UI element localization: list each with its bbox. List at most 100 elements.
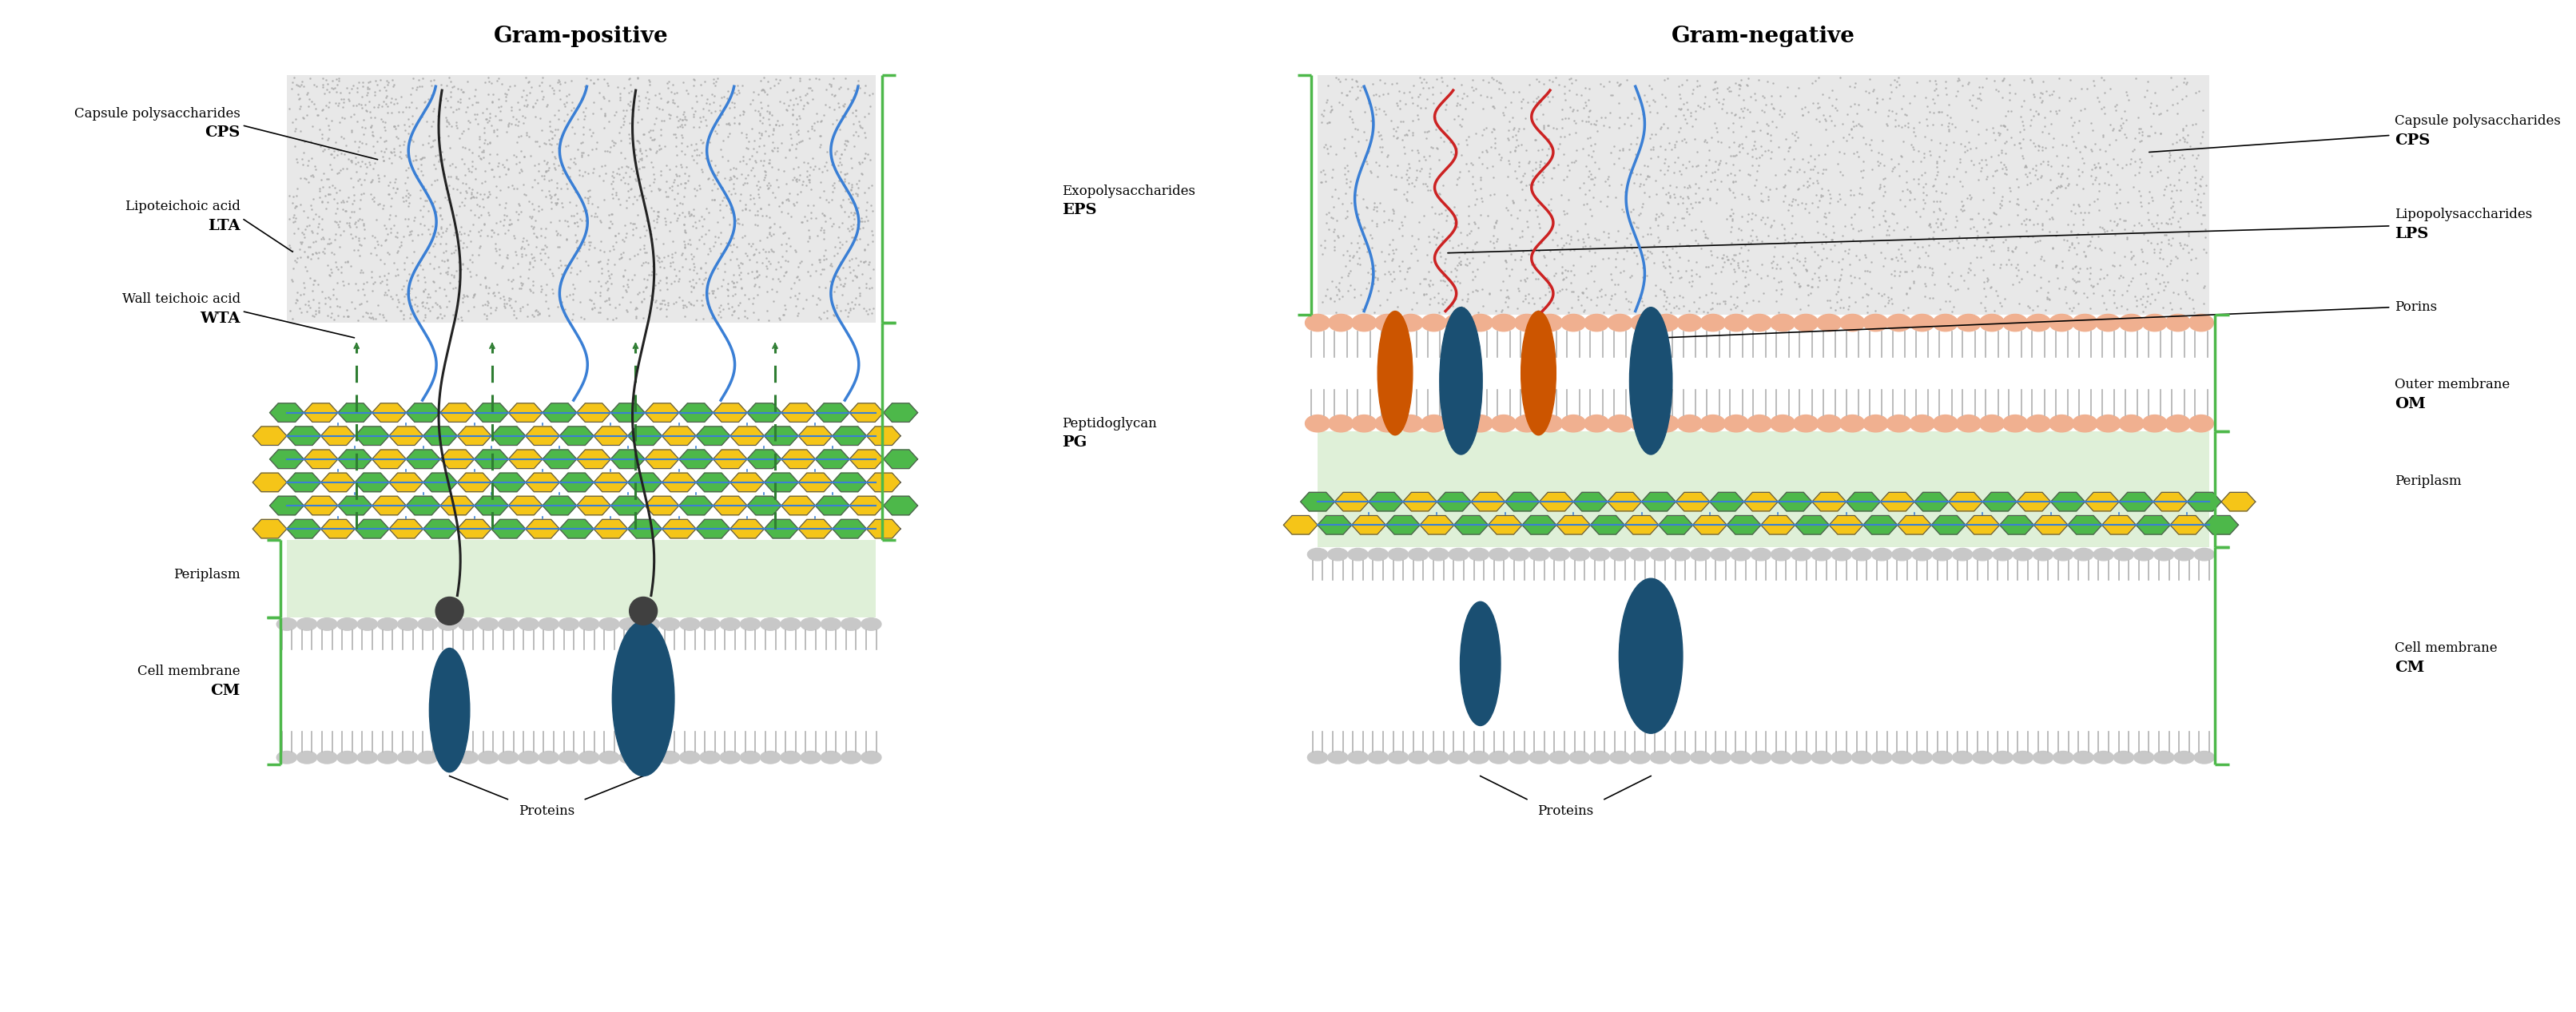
Polygon shape — [355, 426, 389, 445]
Ellipse shape — [1352, 415, 1376, 432]
Text: Exopolysaccharides: Exopolysaccharides — [1061, 184, 1195, 197]
Ellipse shape — [1669, 751, 1690, 764]
Polygon shape — [2136, 515, 2169, 534]
Ellipse shape — [1515, 415, 1540, 432]
Ellipse shape — [1492, 415, 1517, 432]
Ellipse shape — [1631, 751, 1651, 764]
Ellipse shape — [1793, 315, 1819, 331]
Text: LTA: LTA — [209, 219, 240, 233]
Ellipse shape — [2025, 415, 2050, 432]
Ellipse shape — [1873, 751, 1891, 764]
Ellipse shape — [1352, 315, 1376, 331]
Polygon shape — [866, 426, 902, 445]
Ellipse shape — [2120, 315, 2143, 331]
Ellipse shape — [1839, 415, 1865, 432]
Ellipse shape — [2002, 315, 2027, 331]
Circle shape — [435, 597, 464, 625]
Ellipse shape — [1306, 315, 1329, 331]
Ellipse shape — [1862, 315, 1888, 331]
Ellipse shape — [1584, 415, 1610, 432]
Ellipse shape — [1772, 549, 1790, 561]
Ellipse shape — [1422, 315, 1445, 331]
Polygon shape — [322, 426, 355, 445]
Ellipse shape — [2025, 315, 2050, 331]
Ellipse shape — [1690, 549, 1710, 561]
Polygon shape — [714, 449, 747, 469]
Polygon shape — [286, 519, 322, 538]
Ellipse shape — [1561, 315, 1587, 331]
Polygon shape — [644, 496, 680, 515]
Polygon shape — [696, 426, 729, 445]
Text: Periplasm: Periplasm — [173, 568, 240, 581]
Ellipse shape — [2074, 751, 2094, 764]
Ellipse shape — [397, 751, 417, 764]
Polygon shape — [629, 473, 662, 492]
Text: CPS: CPS — [2396, 134, 2429, 148]
Ellipse shape — [459, 618, 479, 630]
Text: Periplasm: Periplasm — [2396, 475, 2463, 489]
Polygon shape — [1589, 515, 1625, 534]
Polygon shape — [1316, 515, 1352, 534]
Ellipse shape — [1839, 315, 1865, 331]
Ellipse shape — [1793, 415, 1819, 432]
Ellipse shape — [2097, 415, 2120, 432]
Ellipse shape — [680, 618, 701, 630]
Ellipse shape — [1515, 315, 1540, 331]
Ellipse shape — [2120, 415, 2143, 432]
Ellipse shape — [1747, 415, 1772, 432]
Polygon shape — [407, 449, 440, 469]
Ellipse shape — [538, 618, 559, 630]
Ellipse shape — [1309, 549, 1327, 561]
Ellipse shape — [1873, 549, 1891, 561]
Polygon shape — [747, 449, 781, 469]
Ellipse shape — [1569, 751, 1589, 764]
Ellipse shape — [459, 751, 479, 764]
Polygon shape — [507, 496, 544, 515]
Polygon shape — [662, 426, 696, 445]
Polygon shape — [2221, 493, 2257, 511]
Ellipse shape — [2112, 549, 2133, 561]
Polygon shape — [304, 449, 337, 469]
Ellipse shape — [2112, 751, 2133, 764]
Polygon shape — [2169, 515, 2205, 534]
Ellipse shape — [1811, 549, 1832, 561]
Ellipse shape — [1909, 315, 1935, 331]
Polygon shape — [507, 449, 544, 469]
Ellipse shape — [2195, 751, 2215, 764]
Ellipse shape — [2154, 751, 2174, 764]
Polygon shape — [2120, 493, 2154, 511]
Ellipse shape — [1953, 751, 1973, 764]
Ellipse shape — [781, 618, 801, 630]
Ellipse shape — [276, 751, 296, 764]
Ellipse shape — [358, 618, 379, 630]
Ellipse shape — [2143, 315, 2166, 331]
Ellipse shape — [559, 618, 580, 630]
Polygon shape — [337, 449, 371, 469]
Ellipse shape — [1911, 751, 1932, 764]
Ellipse shape — [1448, 751, 1468, 764]
Polygon shape — [592, 473, 629, 492]
Ellipse shape — [1492, 315, 1517, 331]
Text: CPS: CPS — [206, 125, 240, 140]
Ellipse shape — [1677, 315, 1703, 331]
Polygon shape — [459, 473, 492, 492]
Ellipse shape — [2053, 549, 2074, 561]
Ellipse shape — [276, 618, 296, 630]
Ellipse shape — [1790, 751, 1811, 764]
Ellipse shape — [2094, 751, 2112, 764]
Polygon shape — [1999, 515, 2035, 534]
Ellipse shape — [1790, 549, 1811, 561]
Polygon shape — [2035, 515, 2069, 534]
Polygon shape — [304, 403, 337, 422]
Polygon shape — [765, 519, 799, 538]
Ellipse shape — [1811, 751, 1832, 764]
Polygon shape — [2017, 493, 2050, 511]
Polygon shape — [492, 473, 526, 492]
Polygon shape — [440, 449, 474, 469]
Ellipse shape — [538, 751, 559, 764]
Text: OM: OM — [2396, 397, 2427, 411]
Polygon shape — [2102, 515, 2136, 534]
Polygon shape — [1829, 515, 1862, 534]
Text: Porins: Porins — [2396, 301, 2437, 314]
Ellipse shape — [1538, 415, 1564, 432]
